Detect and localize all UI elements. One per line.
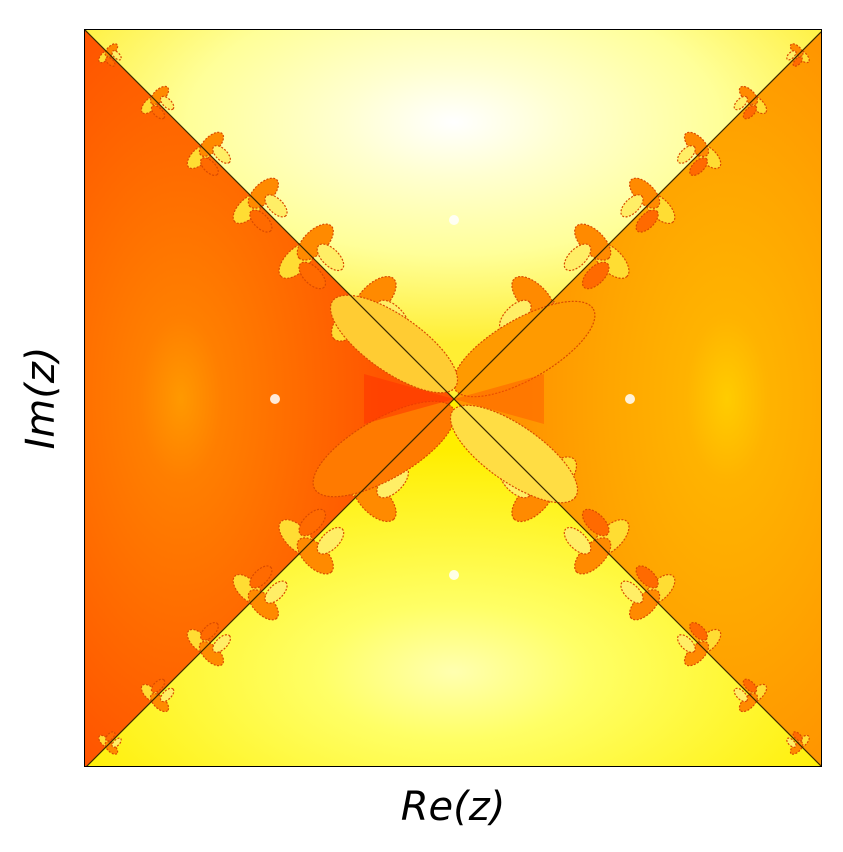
fractal-lobe xyxy=(733,687,749,703)
fractal-lobe xyxy=(264,580,288,604)
diagonal-line xyxy=(86,31,821,766)
fractal-lobe xyxy=(792,731,803,742)
fractal-lobe xyxy=(150,104,166,120)
fractal-lobe xyxy=(200,621,219,641)
fractal-lobe xyxy=(452,300,596,398)
fractal-lobe xyxy=(742,104,758,120)
fractal-boundary xyxy=(85,30,821,766)
fractal-lobe xyxy=(563,526,592,555)
x-axis-label: Re(z) xyxy=(400,784,506,830)
fractal-lobe xyxy=(316,243,345,272)
fractal-lobe xyxy=(676,634,696,653)
fractal-lobe xyxy=(786,737,797,748)
region-bottom xyxy=(87,399,821,766)
fractal-lobe xyxy=(620,194,644,218)
fractal-lobe xyxy=(316,526,345,555)
attractor-dot xyxy=(625,394,635,404)
fractal-lobe xyxy=(329,294,459,394)
fractal-lobe xyxy=(298,508,327,537)
center-wedge xyxy=(364,374,454,424)
fractal-lobe xyxy=(159,687,175,703)
attractor-dot xyxy=(270,394,280,404)
fractal-lobe xyxy=(212,145,232,164)
fractal-lobe xyxy=(689,157,708,177)
fractal-lobe xyxy=(635,565,659,589)
fractal-lobe xyxy=(742,678,758,694)
fractal-lobe xyxy=(111,50,122,61)
region-right xyxy=(454,32,821,766)
fractal-lobe xyxy=(150,678,166,694)
fractal-lobe xyxy=(298,261,327,290)
fractal-lobe xyxy=(620,580,644,604)
fractal-lobe xyxy=(581,261,610,290)
fractal-lobe xyxy=(249,565,273,589)
fractal-lobe xyxy=(159,95,175,111)
fractal-lobe xyxy=(249,209,273,233)
fractal-lobe xyxy=(676,145,696,164)
fractal-lobe xyxy=(635,209,659,233)
center-wedge xyxy=(454,374,544,424)
fractal-lobe xyxy=(105,731,116,742)
fractal-lobe xyxy=(105,56,116,67)
region-left xyxy=(85,30,454,766)
fractal-lobe xyxy=(312,400,456,498)
fractal-lobe xyxy=(689,621,708,641)
fractal-lobe xyxy=(733,95,749,111)
fractal-lobe xyxy=(212,634,232,653)
fractal-lobe xyxy=(581,508,610,537)
fractal-image xyxy=(85,30,821,766)
fractal-lobe xyxy=(200,157,219,177)
attractor-dot xyxy=(449,570,459,580)
fractal-lobe xyxy=(786,50,797,61)
fractal-lobe xyxy=(563,243,592,272)
fractal-lobe xyxy=(264,194,288,218)
fractal-lobe xyxy=(449,404,579,504)
fractal-lobe xyxy=(111,737,122,748)
fractal-plot xyxy=(84,29,822,767)
y-axis-label: Im(z) xyxy=(18,346,64,450)
region-top xyxy=(85,30,821,399)
attractor-dot xyxy=(449,215,459,225)
